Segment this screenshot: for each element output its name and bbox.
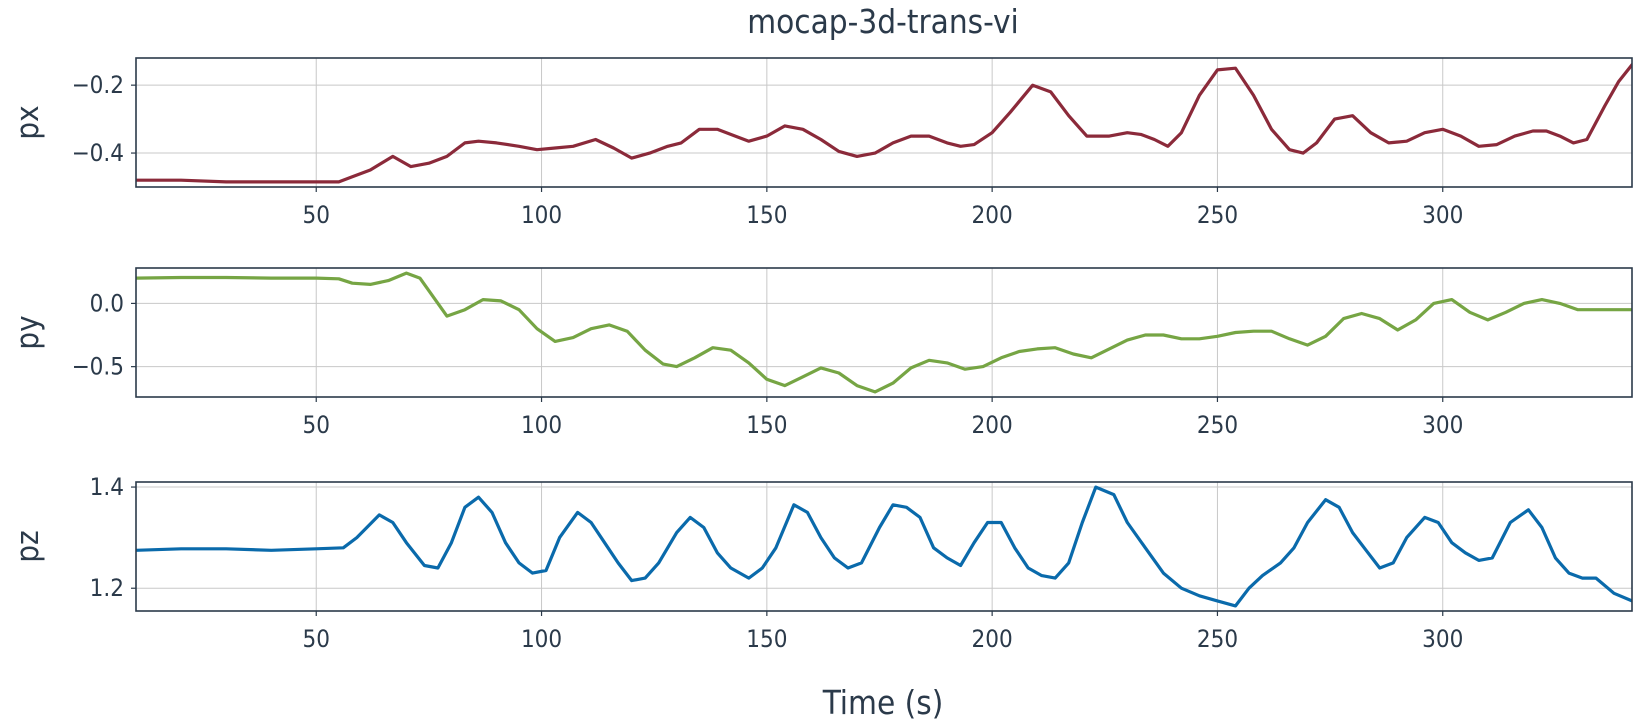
x-tick-label: 50 [303, 411, 330, 439]
panels: 50 100 150 200 250 300 −0.4 −0.2 px 50 100 150 200 25… [10, 57, 1633, 653]
y-tick-label: 1.4 [90, 473, 124, 501]
x-axis-label: Time (s) [822, 683, 944, 722]
x-tick-label: 250 [1197, 201, 1238, 229]
x-tick-label: 50 [303, 201, 330, 229]
x-tick-label: 100 [521, 201, 562, 229]
x-tick-label: 150 [746, 201, 787, 229]
x-tick-label: 250 [1197, 625, 1238, 653]
series-line-py [136, 271, 1632, 394]
y-tick-label: 1.2 [90, 574, 124, 602]
x-tick-label: 150 [746, 625, 787, 653]
y-tick-label: −0.5 [72, 353, 124, 381]
panel-px: 50 100 150 200 250 300 −0.4 −0.2 px [10, 57, 1633, 229]
panel-py: 50 100 150 200 250 300 −0.5 0.0 py [10, 267, 1633, 439]
x-tick-label: 250 [1197, 411, 1238, 439]
y-tick-label: −0.4 [72, 139, 124, 167]
x-tick-label: 150 [746, 411, 787, 439]
x-tick-label: 50 [303, 625, 330, 653]
x-tick-label: 200 [972, 201, 1013, 229]
y-axis-label-px: px [10, 105, 46, 139]
y-tick-label: −0.2 [72, 71, 124, 99]
x-tick-label: 200 [972, 625, 1013, 653]
plot-frame [135, 481, 1633, 612]
x-tick-label: 300 [1422, 411, 1463, 439]
plot-frame [135, 267, 1633, 398]
x-tick-label: 300 [1422, 625, 1463, 653]
x-tick-label: 300 [1422, 201, 1463, 229]
x-tick-label: 100 [521, 411, 562, 439]
y-tick-label: 0.0 [90, 289, 124, 317]
y-axis-label-py: py [10, 315, 46, 349]
panel-pz: 50 100 150 200 250 300 1.2 1.4 pz [10, 473, 1633, 653]
x-tick-label: 100 [521, 625, 562, 653]
y-axis-label-pz: pz [10, 530, 46, 562]
plot-frame [135, 57, 1633, 188]
series-line-pz [136, 485, 1632, 608]
x-tick-label: 200 [972, 411, 1013, 439]
series-line-px [136, 63, 1632, 184]
chart-title: mocap-3d-trans-vi [747, 2, 1019, 41]
